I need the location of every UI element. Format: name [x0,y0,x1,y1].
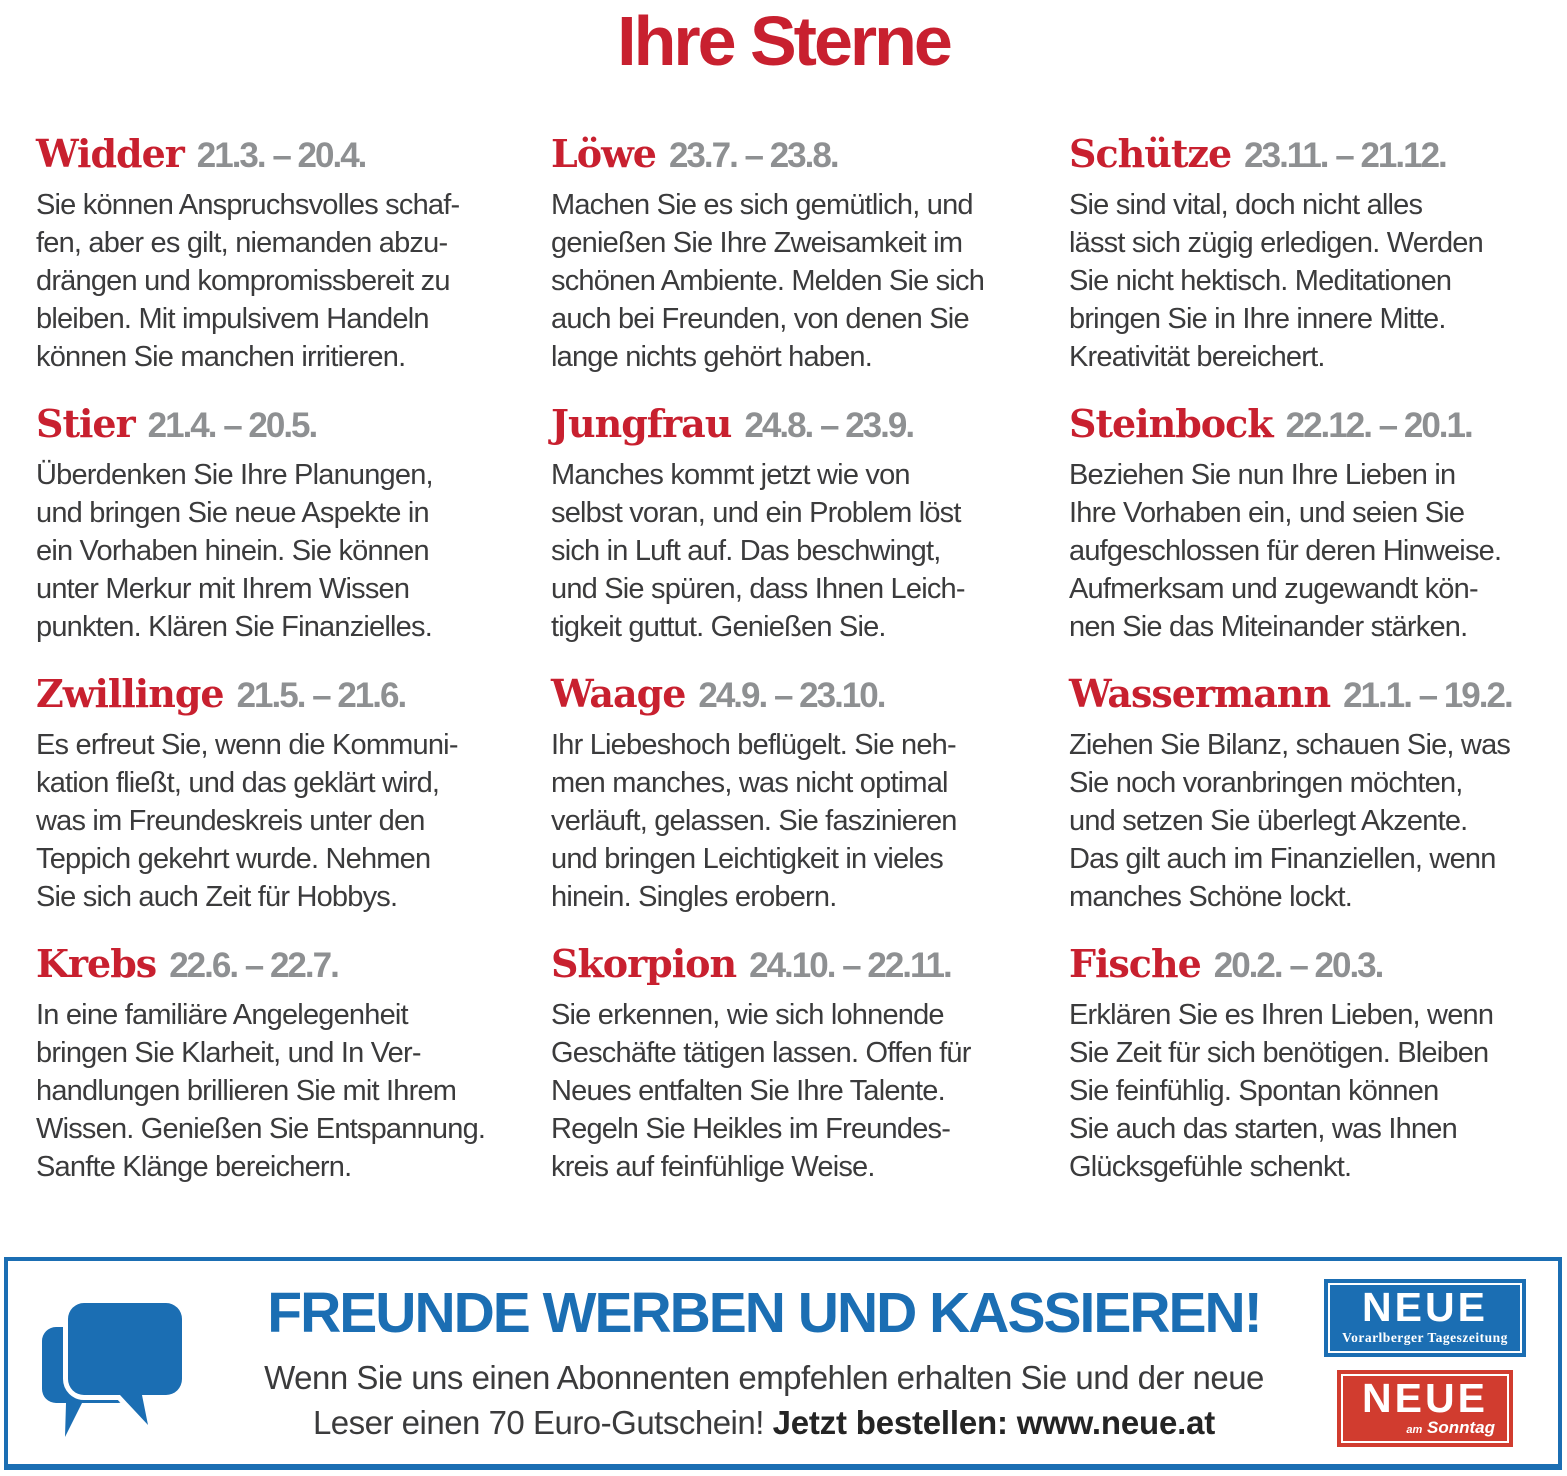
horoscope-text: Sie können Anspruchsvolles schaf- fen, a… [36,188,460,373]
sign-name: Fische [1069,941,1202,986]
horoscope-text: Überdenken Sie Ihre Planungen, und bring… [36,458,434,643]
horoscope-stier: Stier 21.4. – 20.5. Überdenken Sie Ihre … [36,403,551,673]
sign-dates: 23.11. – 21.12. [1244,136,1448,175]
logo-wordmark: NEUE [1362,1374,1488,1421]
horoscope-steinbock: Steinbock 22.12. – 20.1. Beziehen Sie nu… [1069,403,1549,673]
banner-line2: Leser einen 70 Euro-Gutschein! Jetzt bes… [218,1400,1310,1445]
horoscope-jungfrau: Jungfrau 24.8. – 23.9. Manches kommt jet… [551,403,1069,673]
sign-dates: 21.5. – 21.6. [236,676,408,715]
neue-tageszeitung-logo: NEUE Vorarlberger Tageszeitung [1324,1278,1526,1357]
horoscope-krebs: Krebs 22.6. – 22.7. In eine familiäre An… [36,943,551,1213]
horoscope-text: Erklären Sie es Ihren Lieben, wenn Sie Z… [1069,998,1494,1183]
horoscope-zwillinge: Zwillinge 21.5. – 21.6. Es erfreut Sie, … [36,673,551,943]
horoscope-heading: Skorpion 24.10. – 22.11. [551,943,1069,986]
banner-order-cta: Jetzt bestellen: www.neue.at [772,1404,1216,1442]
banner-line1: Wenn Sie uns einen Abonnenten empfehlen … [264,1359,1264,1397]
banner-headline: FREUNDE WERBEN UND KASSIEREN! [267,1280,1262,1345]
horoscope-heading: Steinbock 22.12. – 20.1. [1069,403,1549,446]
logo-tagline: Vorarlberger Tageszeitung [1342,1329,1508,1345]
horoscope-heading: Jungfrau 24.8. – 23.9. [551,403,1069,446]
horoscope-fische: Fische 20.2. – 20.3. Erklären Sie es Ihr… [1069,943,1549,1213]
logo-wordmark: NEUE [1362,1283,1488,1330]
horoscope-heading: Wassermann 21.1. – 19.2. [1069,673,1549,716]
sign-name: Jungfrau [551,401,732,446]
horoscope-text: Beziehen Sie nun Ihre Lieben in Ihre Vor… [1069,458,1502,643]
horoscope-heading: Stier 21.4. – 20.5. [36,403,551,446]
sign-name: Krebs [36,941,157,986]
sign-dates: 24.8. – 23.9. [744,406,915,445]
horoscope-text: Sie sind vital, doch nicht alles lässt s… [1069,188,1484,373]
horoscope-skorpion: Skorpion 24.10. – 22.11. Sie erkennen, w… [551,943,1069,1213]
horoscope-text: Ihr Liebeshoch beflügelt. Sie neh- men m… [551,728,957,913]
sign-dates: 22.12. – 20.1. [1285,406,1474,445]
sign-name: Steinbock [1069,401,1274,446]
horoscope-heading: Zwillinge 21.5. – 21.6. [36,673,551,716]
sign-name: Waage [551,671,686,716]
sign-dates: 23.7. – 23.8. [668,136,840,175]
sign-dates: 21.4. – 20.5. [147,406,319,445]
column-1: Widder 21.3. – 20.4. Sie können Anspruch… [36,133,551,1213]
sign-name: Widder [36,131,185,176]
horoscope-text: In eine familiäre Angelegenheit bringen … [36,998,486,1183]
column-2: Löwe 23.7. – 23.8. Machen Sie es sich ge… [551,133,1069,1213]
sign-name: Stier [36,401,136,446]
horoscope-heading: Fische 20.2. – 20.3. [1069,943,1549,986]
sign-dates: 24.9. – 23.10. [698,676,886,715]
horoscope-waage: Waage 24.9. – 23.10. Ihr Liebeshoch befl… [551,673,1069,943]
horoscope-heading: Löwe 23.7. – 23.8. [551,133,1069,176]
horoscope-grid: Widder 21.3. – 20.4. Sie können Anspruch… [36,133,1549,1213]
horoscope-loewe: Löwe 23.7. – 23.8. Machen Sie es sich ge… [551,133,1069,403]
column-3: Schütze 23.11. – 21.12. Sie sind vital, … [1069,133,1549,1213]
sign-dates: 21.1. – 19.2. [1343,676,1514,715]
sign-name: Zwillinge [36,671,225,716]
horoscope-wassermann: Wassermann 21.1. – 19.2. Ziehen Sie Bila… [1069,673,1549,943]
publisher-logos: NEUE Vorarlberger Tageszeitung NEUE am S… [1310,1278,1540,1447]
horoscope-heading: Schütze 23.11. – 21.12. [1069,133,1549,176]
banner-text-block: FREUNDE WERBEN UND KASSIEREN! Wenn Sie u… [218,1280,1310,1446]
horoscope-text: Machen Sie es sich gemütlich, und genieß… [551,188,985,373]
promo-banner: FREUNDE WERBEN UND KASSIEREN! Wenn Sie u… [4,1257,1562,1470]
sign-dates: 20.2. – 20.3. [1213,946,1385,985]
horoscope-heading: Krebs 22.6. – 22.7. [36,943,551,986]
horoscope-text: Ziehen Sie Bilanz, schauen Sie, was Sie … [1069,728,1511,913]
horoscope-text: Es erfreut Sie, wenn die Kommuni- kation… [36,728,458,913]
horoscope-text: Manches kommt jetzt wie von selbst voran… [551,458,966,643]
horoscope-widder: Widder 21.3. – 20.4. Sie können Anspruch… [36,133,551,403]
horoscope-heading: Widder 21.3. – 20.4. [36,133,551,176]
banner-line2-text: Leser einen 70 Euro-Gutschein! [312,1404,773,1442]
sign-name: Skorpion [551,941,737,986]
horoscope-text: Sie erkennen, wie sich lohnende Geschäft… [551,998,971,1183]
sign-name: Löwe [551,131,657,176]
speech-bubbles-icon [8,1287,218,1439]
sign-name: Schütze [1069,131,1232,176]
logo-tagline: am Sonntag [1406,1417,1495,1437]
sign-name: Wassermann [1069,671,1331,716]
sign-dates: 21.3. – 20.4. [196,136,368,175]
page-title: Ihre Sterne [617,2,953,80]
horoscope-schuetze: Schütze 23.11. – 21.12. Sie sind vital, … [1069,133,1549,403]
sign-dates: 22.6. – 22.7. [169,946,340,985]
horoscope-heading: Waage 24.9. – 23.10. [551,673,1069,716]
sign-dates: 24.10. – 22.11. [749,946,953,985]
neue-am-sonntag-logo: NEUE am Sonntag [1337,1369,1513,1447]
